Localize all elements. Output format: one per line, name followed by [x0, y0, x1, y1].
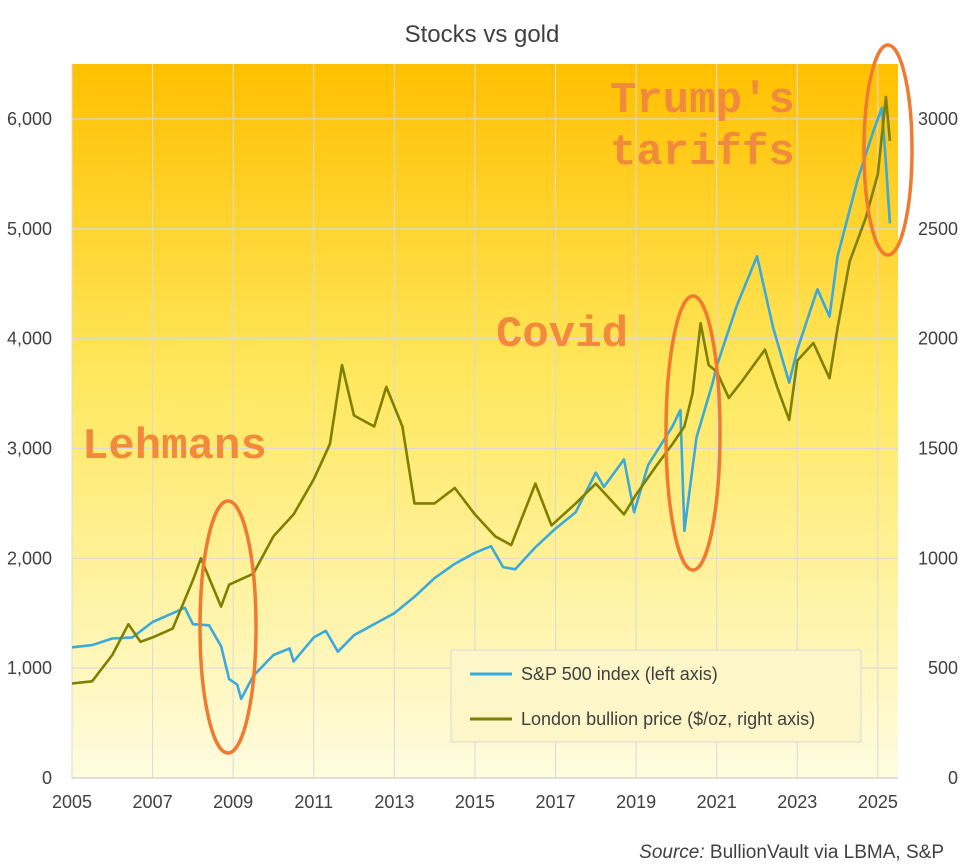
- x-tick-label: 2011: [294, 792, 333, 812]
- source-text: BullionVault via LBMA, S&P: [705, 842, 944, 863]
- tariffs-label: Trump's tariffs: [610, 76, 821, 178]
- x-tick-label: 2021: [697, 792, 737, 812]
- left-tick-label: 0: [42, 768, 52, 788]
- right-axis-ticks: 0 500 1000 1500 2000 2500 3000: [918, 109, 958, 788]
- lehmans-label: Lehmans: [82, 422, 267, 472]
- x-tick-label: 2015: [455, 792, 495, 812]
- legend-label-sp500: S&P 500 index (left axis): [521, 664, 718, 684]
- sp500-series-line: [71, 106, 892, 701]
- left-tick-label: 1,000: [7, 658, 52, 678]
- right-tick-label: 500: [928, 658, 958, 678]
- covid-ellipse: [664, 294, 722, 572]
- right-tick-label: 2000: [918, 329, 958, 349]
- left-tick-label: 3,000: [7, 438, 52, 458]
- gridlines: [71, 64, 898, 779]
- left-tick-label: 4,000: [7, 329, 52, 349]
- tariffs-label-line-2: tariffs: [610, 128, 795, 178]
- tariffs-ellipse: [862, 43, 914, 257]
- covid-label: Covid: [496, 310, 628, 360]
- chart-title: Stocks vs gold: [405, 21, 560, 48]
- x-tick-label: 2013: [374, 792, 414, 812]
- x-tick-label: 2017: [535, 792, 575, 812]
- legend-box: [450, 649, 862, 743]
- right-tick-label: 1500: [918, 438, 958, 458]
- right-tick-label: 3000: [918, 109, 958, 129]
- x-axis-ticks: 2005 2007 2009 2011 2013 2015 2017 2019 2021 2023…: [52, 792, 898, 812]
- tariffs-label-line-1: Trump's: [610, 76, 795, 126]
- source-note: Source: BullionVault via LBMA, S&P: [639, 842, 944, 863]
- x-tick-label: 2025: [858, 792, 898, 812]
- gold-series-line: [71, 95, 892, 685]
- right-tick-label: 0: [948, 768, 958, 788]
- left-axis-ticks: 0 1,000 2,000 3,000 4,000 5,000 6,000: [7, 109, 52, 788]
- source-italic: Source:: [639, 842, 704, 863]
- x-tick-label: 2019: [616, 792, 656, 812]
- x-tick-label: 2007: [133, 792, 173, 812]
- right-tick-label: 1000: [918, 548, 958, 568]
- lehmans-ellipse: [198, 499, 258, 755]
- legend: S&P 500 index (left axis) London bullion…: [450, 649, 862, 743]
- left-tick-label: 6,000: [7, 109, 52, 129]
- series-lines: [71, 95, 892, 701]
- left-tick-label: 5,000: [7, 219, 52, 239]
- left-tick-label: 2,000: [7, 548, 52, 568]
- legend-label-gold: London bullion price ($/oz, right axis): [521, 709, 815, 729]
- x-tick-label: 2009: [213, 792, 253, 812]
- x-tick-label: 2005: [52, 792, 92, 812]
- x-tick-label: 2023: [777, 792, 817, 812]
- right-tick-label: 2500: [918, 219, 958, 239]
